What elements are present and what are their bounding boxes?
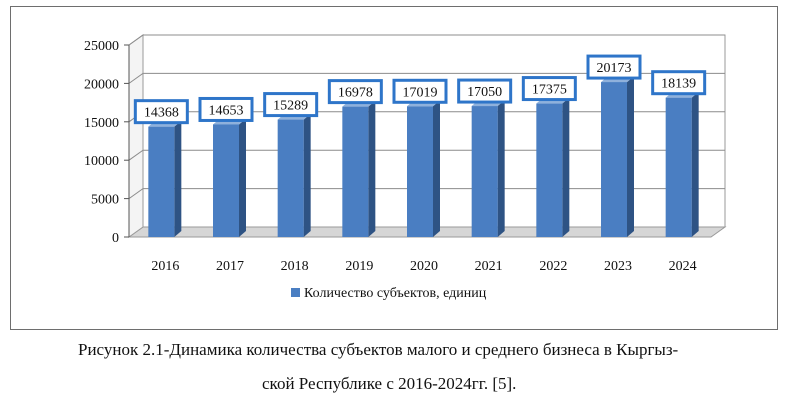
legend-label: Количество субъектов, единиц <box>304 286 487 301</box>
data-label: 17019 <box>403 85 438 100</box>
figure-caption-line-1: Рисунок 2.1-Динамика количества субъекто… <box>78 340 679 359</box>
data-label-box <box>263 92 319 118</box>
bar <box>342 106 369 237</box>
chart-frame: 0 5000 10000 15000 20000 25000 14368 2016 14653 2… <box>10 6 778 330</box>
data-label-box <box>327 79 383 105</box>
data-label: 20173 <box>597 61 632 76</box>
y-tick-label: 5000 <box>91 193 119 208</box>
bar <box>277 119 304 237</box>
gridline <box>128 72 725 84</box>
bar-side <box>303 113 311 237</box>
gridline <box>128 149 725 161</box>
x-tick-label: 2020 <box>410 259 438 274</box>
bar-side <box>691 91 699 238</box>
bar <box>536 103 563 237</box>
data-label: 14653 <box>209 103 244 118</box>
data-label-box <box>392 78 448 104</box>
data-label: 14368 <box>144 106 179 121</box>
x-tick-label: 2021 <box>475 259 503 274</box>
y-tick-label: 15000 <box>84 116 119 131</box>
gridline <box>128 34 725 46</box>
data-label: 18139 <box>661 77 696 92</box>
bar <box>601 82 627 238</box>
data-label-box <box>133 99 189 125</box>
x-tick-label: 2024 <box>669 259 697 274</box>
y-tick-label: 20000 <box>84 77 119 92</box>
bar-side <box>174 120 182 237</box>
data-label: 16978 <box>338 86 373 101</box>
bar-side <box>562 97 570 237</box>
data-label-box <box>198 96 254 122</box>
bar-side <box>433 100 440 237</box>
bar-side <box>497 100 505 237</box>
x-tick-label: 2023 <box>604 259 632 274</box>
data-label-box <box>521 76 577 102</box>
bar-chart: 0 5000 10000 15000 20000 25000 14368 2016 14653 2… <box>84 34 727 301</box>
y-tick-label: 0 <box>112 231 119 246</box>
bar <box>407 106 433 237</box>
x-tick-label: 2022 <box>539 259 567 274</box>
data-label: 17050 <box>467 85 502 100</box>
data-label: 17375 <box>532 83 567 98</box>
x-tick-label: 2019 <box>345 259 373 274</box>
data-label-box <box>457 78 513 104</box>
figure-caption-line-2: ской Республике с 2016-2024гг. [5]. <box>262 374 517 393</box>
legend-swatch <box>291 288 300 297</box>
bar-side <box>239 118 246 237</box>
x-tick-label: 2017 <box>216 259 244 274</box>
bar <box>213 124 239 237</box>
data-label-box <box>586 54 642 80</box>
gridline <box>128 188 725 200</box>
x-tick-label: 2018 <box>281 259 309 274</box>
data-label-box <box>651 70 707 96</box>
data-label: 15289 <box>273 99 308 114</box>
bar-side <box>627 76 634 238</box>
bar <box>148 126 175 237</box>
y-tick-label: 10000 <box>84 154 119 169</box>
chart-side-wall <box>128 34 144 238</box>
bar-side <box>368 100 376 237</box>
y-tick-label: 25000 <box>84 39 119 54</box>
bar <box>665 97 692 238</box>
bar <box>471 106 498 237</box>
x-tick-label: 2016 <box>151 259 179 274</box>
